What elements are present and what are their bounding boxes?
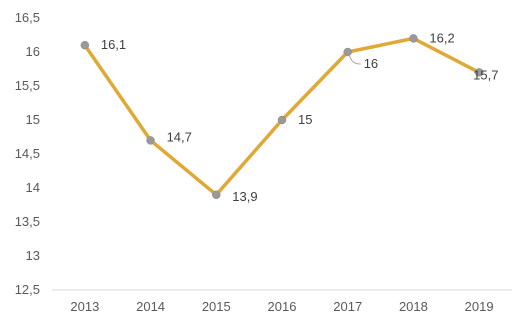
x-tick-label: 2017 — [333, 299, 362, 314]
data-label-leader — [349, 55, 361, 65]
data-label: 15,7 — [473, 67, 498, 82]
data-point-marker — [277, 115, 287, 125]
x-tick-label: 2014 — [136, 299, 165, 314]
y-axis-ticks: 12,5 13 13,5 14 14,5 15 15,5 16 16,5 — [15, 10, 40, 297]
data-label: 16,2 — [429, 30, 454, 45]
data-point-marker — [80, 40, 90, 50]
data-label: 13,9 — [232, 189, 257, 204]
data-point-marker — [474, 68, 484, 77]
y-tick-label: 15,5 — [15, 78, 40, 93]
y-tick-label: 14,5 — [15, 146, 40, 161]
series-markers — [80, 34, 484, 200]
data-labels: 16,1 14,7 13,9 15 16 16,2 15,7 — [101, 30, 499, 203]
x-axis-ticks: 2013 2014 2015 2016 2017 2018 2019 — [70, 299, 493, 314]
x-tick-label: 2015 — [202, 299, 231, 314]
data-point-marker — [146, 136, 155, 145]
x-tick-label: 2018 — [399, 299, 428, 314]
y-tick-label: 16 — [26, 44, 40, 59]
data-label: 16 — [364, 56, 378, 71]
y-tick-label: 12,5 — [15, 282, 40, 297]
data-point-marker — [409, 34, 418, 43]
y-tick-label: 14 — [26, 180, 40, 195]
y-tick-label: 15 — [26, 112, 40, 127]
data-point-marker — [343, 47, 352, 57]
y-tick-label: 13,5 — [15, 214, 40, 229]
data-point-marker — [212, 190, 221, 200]
x-tick-label: 2013 — [70, 299, 99, 314]
data-label: 15 — [298, 112, 312, 127]
data-label: 16,1 — [101, 37, 126, 52]
x-tick-label: 2019 — [465, 299, 494, 314]
y-tick-label: 16,5 — [15, 10, 40, 25]
y-tick-label: 13 — [26, 248, 40, 263]
data-label: 14,7 — [167, 129, 192, 144]
x-tick-label: 2016 — [268, 299, 297, 314]
